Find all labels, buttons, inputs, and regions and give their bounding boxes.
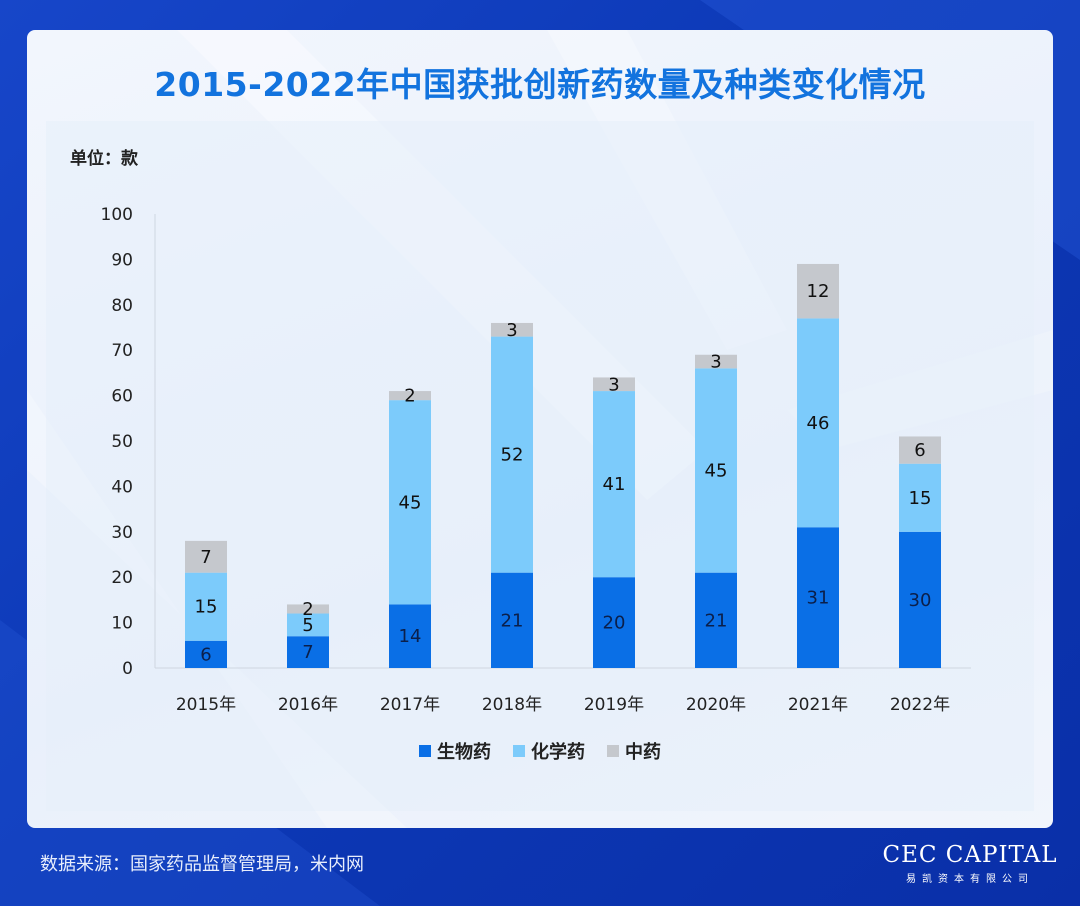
logo-main-text: CEC CAPITAL (882, 842, 1058, 868)
data-label-bio: 14 (399, 626, 422, 647)
data-label-tcm: 12 (807, 281, 830, 302)
legend-label-tcm: 中药 (625, 742, 661, 763)
data-label-chem: 45 (399, 492, 422, 513)
y-tick-label: 100 (101, 205, 133, 225)
data-label-tcm: 7 (200, 547, 211, 568)
bar-chem (593, 391, 635, 578)
data-label-tcm: 2 (404, 386, 415, 407)
x-tick-label: 2017年 (380, 695, 440, 715)
x-tick-label: 2020年 (686, 695, 746, 715)
data-label-tcm: 3 (710, 352, 721, 373)
legend-label-chem: 化学药 (531, 742, 585, 763)
legend-swatch-bio (419, 745, 431, 757)
y-tick-label: 40 (111, 477, 133, 497)
stacked-bar-chart: 010203040506070809010061572015年7522016年1… (101, 205, 971, 715)
bar-bio (185, 640, 227, 668)
data-label-bio: 6 (200, 644, 211, 665)
chart-title: 2015-2022年中国获批创新药数量及种类变化情况 (154, 65, 926, 104)
data-label-chem: 46 (807, 413, 830, 434)
data-label-chem: 15 (909, 488, 932, 509)
y-tick-label: 10 (111, 614, 133, 634)
bar-chem (695, 368, 737, 573)
data-label-chem: 5 (302, 615, 313, 636)
bar-bio (287, 636, 329, 668)
bar-chem (899, 463, 941, 532)
y-tick-label: 20 (111, 568, 133, 588)
bar-bio (797, 527, 839, 668)
plot-panel (46, 121, 1034, 811)
data-label-chem: 45 (705, 461, 728, 482)
data-label-tcm: 3 (608, 374, 619, 395)
bar-chem (185, 572, 227, 641)
data-label-tcm: 2 (302, 599, 313, 620)
bar-tcm (389, 391, 431, 401)
data-label-tcm: 6 (914, 440, 925, 461)
x-tick-label: 2015年 (176, 695, 236, 715)
bar-bio (899, 531, 941, 668)
x-tick-label: 2016年 (278, 695, 338, 715)
bar-tcm (899, 436, 941, 464)
bar-tcm (695, 354, 737, 369)
bar-tcm (797, 263, 839, 319)
bar-bio (695, 572, 737, 668)
bar-tcm (593, 377, 635, 392)
bar-chem (287, 613, 329, 637)
x-tick-label: 2019年 (584, 695, 644, 715)
data-label-chem: 52 (501, 445, 524, 466)
x-tick-label: 2018年 (482, 695, 542, 715)
bar-tcm (287, 604, 329, 614)
data-label-chem: 15 (195, 597, 218, 618)
unit-label: 单位：款 (70, 149, 138, 169)
data-label-bio: 20 (603, 613, 626, 634)
legend-swatch-tcm (607, 745, 619, 757)
y-tick-label: 80 (111, 296, 133, 316)
y-tick-label: 70 (111, 341, 133, 361)
data-label-bio: 21 (705, 610, 728, 631)
y-tick-label: 90 (111, 250, 133, 270)
y-tick-label: 50 (111, 432, 133, 452)
legend-item-tcm: 中药 (607, 738, 661, 764)
x-tick-label: 2022年 (890, 695, 950, 715)
cec-capital-logo: CEC CAPITAL 易凯资本有限公司 (880, 842, 1060, 885)
legend-item-chem: 化学药 (513, 738, 585, 764)
bar-bio (389, 604, 431, 668)
bar-chem (389, 400, 431, 605)
chart-card: 2015-2022年中国获批创新药数量及种类变化情况 单位：款 0 10 20 30 4… (27, 30, 1053, 828)
bar-chem (491, 336, 533, 573)
data-label-bio: 7 (302, 642, 313, 663)
bar-bio (491, 572, 533, 668)
legend-label-bio: 生物药 (437, 742, 491, 763)
data-source: 数据来源：国家药品监督管理局，米内网 (40, 854, 364, 875)
legend-swatch-chem (513, 745, 525, 757)
y-tick-label: 60 (111, 387, 133, 407)
data-label-chem: 41 (603, 474, 626, 495)
data-label-bio: 31 (807, 588, 830, 609)
data-label-tcm: 3 (506, 320, 517, 341)
bar-tcm (185, 540, 227, 573)
chart-legend: 生物药 化学药 中药 (27, 738, 1053, 764)
data-label-bio: 30 (909, 590, 932, 611)
y-tick-label: 30 (111, 523, 133, 543)
legend-item-bio: 生物药 (419, 738, 491, 764)
data-label-bio: 21 (501, 610, 524, 631)
x-tick-label: 2021年 (788, 695, 848, 715)
logo-sub-text: 易凯资本有限公司 (906, 874, 1034, 885)
bar-bio (593, 577, 635, 668)
bar-chem (797, 318, 839, 528)
y-tick-label: 0 (122, 659, 133, 679)
bar-tcm (491, 322, 533, 337)
